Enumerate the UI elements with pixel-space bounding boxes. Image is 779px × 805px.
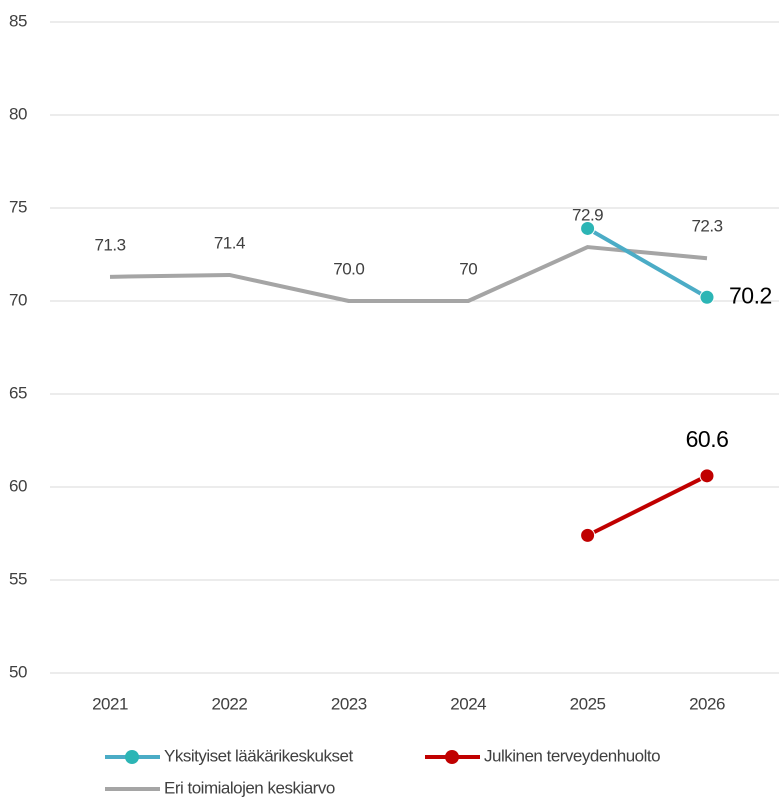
data-label: 71.3: [94, 235, 125, 254]
data-label: 72.3: [691, 217, 722, 236]
x-tick-label: 2021: [92, 694, 128, 713]
legend-marker: [125, 750, 139, 764]
y-tick-label: 60: [9, 476, 27, 495]
x-tick-label: 2026: [689, 694, 725, 713]
y-tick-label: 55: [9, 569, 27, 588]
marker: [580, 527, 596, 543]
legend-label: Julkinen terveydenhuolto: [484, 746, 660, 765]
y-tick-label: 85: [9, 11, 27, 30]
legend-label: Eri toimialojen keskiarvo: [164, 778, 335, 797]
marker: [580, 220, 596, 236]
marker: [699, 289, 715, 305]
x-tick-label: 2022: [211, 694, 247, 713]
series-line: [109, 245, 708, 303]
legend-marker: [445, 750, 459, 764]
y-tick-label: 70: [9, 290, 27, 309]
data-label: 72.9: [572, 206, 603, 225]
legend-label: Yksityiset lääkärikeskukset: [164, 746, 353, 765]
y-tick-label: 50: [9, 662, 27, 681]
x-tick-label: 2024: [450, 694, 486, 713]
data-label: 70.0: [333, 259, 364, 278]
y-tick-label: 75: [9, 197, 27, 216]
data-label: 70.2: [729, 282, 772, 308]
series-line: [586, 474, 708, 538]
data-label: 70: [459, 259, 477, 278]
marker: [699, 468, 715, 484]
x-tick-label: 2023: [331, 694, 367, 713]
y-tick-label: 65: [9, 383, 27, 402]
data-label: 60.6: [686, 426, 729, 452]
x-tick-label: 2025: [570, 694, 606, 713]
data-label: 71.4: [214, 233, 245, 252]
series-line: [586, 226, 708, 300]
y-tick-label: 80: [9, 104, 27, 123]
